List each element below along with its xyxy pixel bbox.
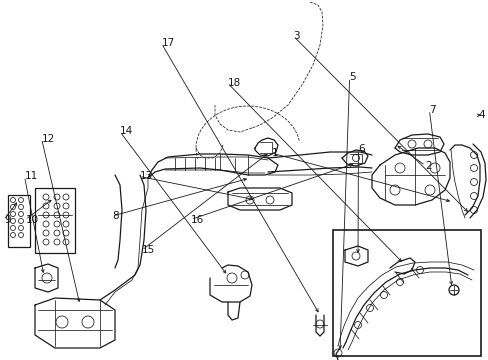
Bar — [332, 230, 480, 356]
Text: 16: 16 — [190, 215, 203, 225]
Bar — [35, 188, 75, 253]
Text: 7: 7 — [428, 105, 435, 115]
Text: 15: 15 — [142, 245, 155, 255]
Bar — [8, 195, 30, 247]
Text: 9: 9 — [4, 215, 11, 225]
Text: 2: 2 — [425, 161, 431, 171]
Text: 3: 3 — [293, 31, 300, 41]
Text: 8: 8 — [112, 211, 119, 221]
Text: 13: 13 — [139, 171, 152, 181]
Text: 17: 17 — [161, 38, 174, 48]
Text: 10: 10 — [25, 215, 39, 225]
Text: 12: 12 — [41, 134, 55, 144]
Text: 5: 5 — [349, 72, 356, 82]
Text: 18: 18 — [227, 78, 240, 88]
Text: 11: 11 — [24, 171, 38, 181]
Text: 1: 1 — [271, 148, 278, 158]
Text: 14: 14 — [120, 126, 133, 136]
Text: 4: 4 — [477, 110, 484, 120]
Text: 6: 6 — [358, 144, 365, 154]
